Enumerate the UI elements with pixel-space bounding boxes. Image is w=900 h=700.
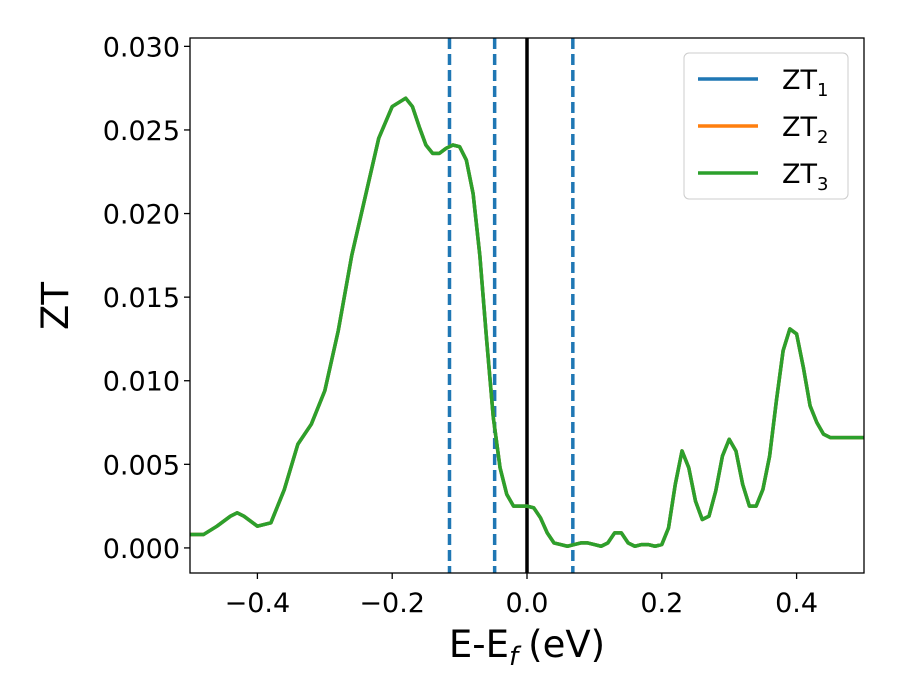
legend-label: ZT3 xyxy=(782,159,828,195)
y-tick-label: 0.025 xyxy=(103,116,180,147)
legend-entry-3: ZT3 xyxy=(698,159,828,195)
x-axis-title: E-Ef (eV) xyxy=(449,623,605,672)
legend-entry-2: ZT2 xyxy=(698,112,828,148)
legend-label: ZT2 xyxy=(782,112,828,148)
x-axis-title-unit: (eV) xyxy=(528,623,605,666)
legend-box xyxy=(683,52,849,200)
y-tick-label: 0.020 xyxy=(103,200,180,231)
y-tick-label: 0.010 xyxy=(103,367,180,398)
legend-entry-1: ZT1 xyxy=(698,65,828,101)
x-axis-title-sub: f xyxy=(509,642,522,672)
x-tick-label: −0.2 xyxy=(359,588,425,619)
reference-lines xyxy=(447,38,575,573)
y-tick-label: 0.030 xyxy=(103,32,180,63)
series-line-3 xyxy=(190,96,864,548)
legend: ZT1 ZT2 ZT3 xyxy=(683,52,849,200)
x-tick-label: −0.4 xyxy=(225,588,291,619)
x-tick-label: 0.2 xyxy=(640,588,683,619)
y-tick-label: 0.000 xyxy=(103,534,180,565)
series-lines xyxy=(190,96,864,548)
y-axis-title: ZT xyxy=(34,282,77,330)
x-axis-title-main: E-E xyxy=(449,623,509,666)
x-tick-label: 0.4 xyxy=(775,588,818,619)
legend-label: ZT1 xyxy=(782,65,828,101)
y-tick-label: 0.015 xyxy=(103,283,180,314)
y-axis-ticks: 0.000 0.005 0.010 0.015 0.020 0.025 0.030 xyxy=(103,32,190,565)
x-tick-label: 0.0 xyxy=(506,588,549,619)
x-axis-ticks: −0.4 −0.2 0.0 0.2 0.4 xyxy=(225,573,818,619)
y-tick-label: 0.005 xyxy=(103,450,180,481)
